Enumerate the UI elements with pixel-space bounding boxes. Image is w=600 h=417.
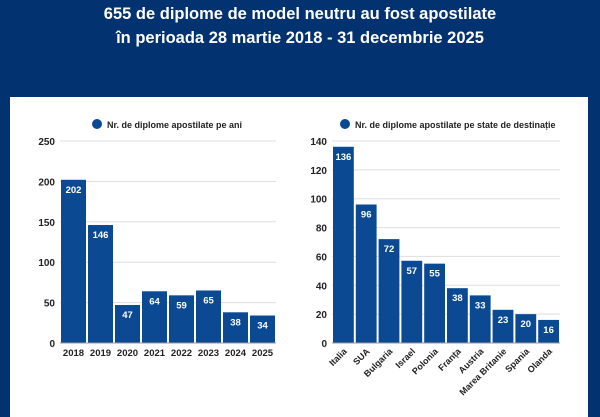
- x-tick-label: 2023: [198, 348, 219, 359]
- bar-Austria: [469, 295, 491, 343]
- x-tick-label: Italia: [327, 346, 349, 368]
- x-tick-label: 2022: [171, 348, 192, 359]
- data-label: 59: [176, 300, 187, 311]
- bar-Marea Britanie: [492, 309, 514, 343]
- bar-Polonia: [424, 263, 445, 343]
- bar-2025: [250, 315, 275, 343]
- data-label: 33: [475, 300, 486, 311]
- legend-marker: [340, 119, 350, 129]
- bar-2021: [142, 291, 167, 343]
- x-tick-label: 2018: [63, 348, 84, 359]
- data-label: 47: [122, 310, 133, 321]
- title-line-1: 655 de diplome de model neutru au fost a…: [103, 5, 497, 23]
- y-tick-label: 60: [316, 252, 328, 263]
- y-tick-label: 100: [38, 258, 55, 269]
- bar-Bulgaria: [378, 239, 400, 343]
- bar-2023: [196, 290, 221, 343]
- y-tick-label: 20: [316, 310, 328, 321]
- title-line-2: în perioada 28 martie 2018 - 31 decembri…: [116, 29, 484, 47]
- bar-Israel: [401, 260, 423, 343]
- y-tick-label: 100: [310, 195, 327, 206]
- bar-Olanda: [538, 319, 559, 343]
- bar-SUA: [355, 204, 377, 343]
- data-label: 34: [257, 321, 268, 332]
- data-label: 20: [521, 319, 532, 330]
- bar-2024: [223, 312, 248, 343]
- legend-label: Nr. de diplome apostilate pe state de de…: [355, 120, 556, 130]
- legend-marker: [92, 119, 102, 129]
- x-tick-label: 2021: [144, 348, 166, 359]
- page-title: 655 de diplome de model neutru au fost a…: [0, 2, 600, 50]
- legend-label: Nr. de diplome apostilate pe ani: [107, 120, 242, 130]
- charts-svg: Nr. de diplome apostilate pe ani 0 50 100 15…: [38, 119, 560, 397]
- data-label: 38: [452, 293, 463, 304]
- x-tick-label: 2019: [90, 348, 111, 359]
- bar-2018: [61, 179, 86, 343]
- x-tick-label: Polonia: [410, 346, 441, 377]
- bar-Italia: [333, 146, 354, 343]
- data-label: 16: [543, 325, 554, 336]
- y-tick-label: 120: [310, 166, 327, 177]
- data-label: 72: [384, 244, 395, 255]
- data-label: 136: [335, 152, 351, 163]
- data-label: 65: [203, 295, 214, 306]
- y-tick-label: 80: [316, 224, 328, 235]
- y-tick-label: 200: [38, 177, 55, 188]
- y-tick-label: 250: [38, 137, 55, 148]
- y-tick-label: 0: [321, 339, 327, 350]
- bar-2019: [88, 225, 113, 343]
- x-tick-label: 2025: [252, 348, 274, 359]
- data-label: 202: [66, 185, 82, 196]
- bar-2022: [169, 295, 194, 343]
- data-label: 64: [149, 296, 160, 307]
- bar-Franța: [447, 288, 468, 343]
- y-tick-label: 0: [49, 339, 55, 350]
- data-label: 38: [230, 317, 241, 328]
- y-tick-label: 50: [44, 299, 56, 310]
- x-tick-label: Olanda: [525, 346, 554, 375]
- data-label: 146: [93, 230, 109, 241]
- x-tick-label: 2020: [117, 348, 138, 359]
- data-label: 96: [361, 209, 372, 220]
- y-tick-label: 140: [310, 137, 327, 148]
- data-label: 23: [498, 315, 509, 326]
- bar-2020: [115, 305, 140, 343]
- y-tick-label: 150: [38, 218, 55, 229]
- x-tick-label: 2024: [225, 348, 247, 359]
- bar-Spania: [515, 314, 537, 343]
- y-tick-label: 40: [316, 281, 328, 292]
- data-label: 55: [429, 269, 440, 280]
- data-label: 57: [407, 266, 418, 277]
